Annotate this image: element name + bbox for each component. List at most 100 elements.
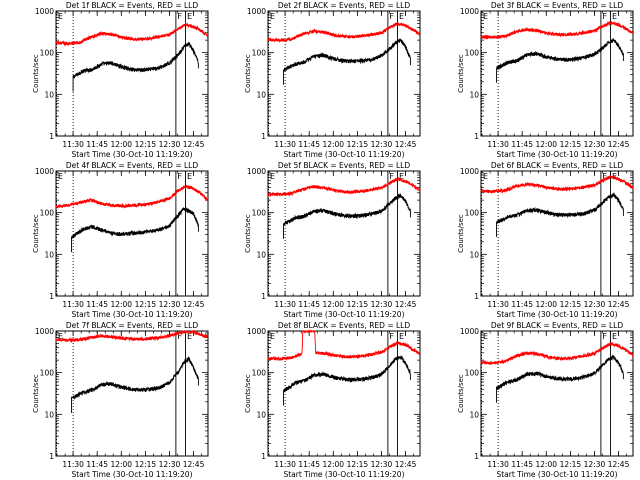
x-tick-label: 12:45 bbox=[183, 300, 205, 309]
chart-title: Det 3f BLACK = Events, RED = LLD bbox=[491, 1, 624, 10]
marker-label: E bbox=[612, 172, 617, 181]
x-tick-label: 11:45 bbox=[298, 300, 320, 309]
x-tick-label: 12:00 bbox=[535, 300, 557, 309]
x-tick-label: 12:45 bbox=[395, 460, 417, 469]
marker-label: E bbox=[399, 332, 404, 341]
y-tick-label: 100 bbox=[40, 49, 55, 58]
y-tick-label: 100 bbox=[465, 209, 480, 218]
chart-panel: Det 9f BLACK = Events, RED = LLD 1 10 100 10… bbox=[457, 321, 634, 479]
x-tick-label: 11:45 bbox=[511, 460, 533, 469]
y-tick-label: 10 bbox=[256, 410, 266, 419]
x-axis-label: Start Time (30-Oct-10 11:19:20) bbox=[71, 310, 192, 319]
y-tick-label: 10 bbox=[469, 250, 479, 259]
marker-label: E bbox=[187, 12, 192, 21]
x-tick-label: 11:45 bbox=[86, 140, 108, 149]
lld-series-line bbox=[480, 175, 634, 194]
x-tick-label: 12:45 bbox=[608, 300, 630, 309]
x-tick-label: 11:30 bbox=[274, 460, 296, 469]
x-tick-label: 12:15 bbox=[560, 140, 582, 149]
y-tick-label: 10 bbox=[44, 410, 54, 419]
x-tick-label: 12:30 bbox=[159, 140, 181, 149]
y-tick-label: 1000 bbox=[35, 327, 54, 336]
events-series-line bbox=[283, 355, 411, 406]
y-tick-label: 10 bbox=[469, 410, 479, 419]
y-tick-label: 1 bbox=[261, 132, 266, 141]
x-tick-label: 12:45 bbox=[395, 300, 417, 309]
chart-title: Det 1f BLACK = Events, RED = LLD bbox=[66, 1, 199, 10]
x-tick-label: 12:00 bbox=[322, 300, 344, 309]
y-tick-label: 10 bbox=[44, 250, 54, 259]
events-series-line bbox=[283, 38, 411, 85]
x-tick-label: 12:00 bbox=[535, 460, 557, 469]
marker-label: E bbox=[58, 172, 63, 181]
events-series-line bbox=[283, 193, 411, 239]
y-tick-label: 10 bbox=[256, 250, 266, 259]
x-tick-label: 12:15 bbox=[135, 300, 157, 309]
y-tick-label: 100 bbox=[252, 369, 267, 378]
chart-panel: Det 2f BLACK = Events, RED = LLD 1 10 100 10… bbox=[244, 1, 421, 159]
x-tick-label: 12:00 bbox=[110, 460, 132, 469]
chart-title: Det 6f BLACK = Events, RED = LLD bbox=[491, 161, 624, 170]
y-tick-label: 100 bbox=[40, 209, 55, 218]
x-axis-label: Start Time (30-Oct-10 11:19:20) bbox=[71, 470, 192, 479]
events-series-line bbox=[496, 354, 624, 403]
x-tick-label: 12:15 bbox=[347, 140, 369, 149]
x-tick-label: 12:00 bbox=[110, 300, 132, 309]
marker-label: F bbox=[177, 172, 182, 181]
marker-label: F bbox=[389, 172, 394, 181]
plot-frame bbox=[55, 170, 209, 297]
x-tick-label: 12:30 bbox=[371, 460, 393, 469]
marker-label: E bbox=[483, 172, 488, 181]
y-tick-label: 1000 bbox=[247, 7, 266, 16]
x-axis-label: Start Time (30-Oct-10 11:19:20) bbox=[496, 310, 617, 319]
x-tick-label: 11:45 bbox=[86, 300, 108, 309]
x-tick-label: 12:00 bbox=[322, 460, 344, 469]
marker-label: E bbox=[187, 172, 192, 181]
marker-label: F bbox=[177, 12, 182, 21]
marker-label: E bbox=[483, 332, 488, 341]
x-tick-label: 12:45 bbox=[183, 140, 205, 149]
events-series-line bbox=[496, 192, 624, 237]
plot-frame bbox=[267, 170, 421, 297]
y-tick-label: 10 bbox=[469, 90, 479, 99]
plot-frame bbox=[267, 10, 421, 137]
y-tick-label: 1 bbox=[474, 452, 479, 461]
plot-frame bbox=[480, 330, 634, 457]
marker-label: F bbox=[602, 172, 607, 181]
x-tick-label: 12:45 bbox=[608, 140, 630, 149]
y-axis-label: Counts/sec bbox=[244, 214, 252, 253]
y-axis-label: Counts/sec bbox=[32, 374, 40, 413]
y-tick-label: 1 bbox=[261, 292, 266, 301]
lld-series-line bbox=[55, 185, 209, 210]
marker-label: E bbox=[399, 12, 404, 21]
plot-frame bbox=[55, 10, 209, 137]
y-tick-label: 100 bbox=[40, 369, 55, 378]
y-tick-label: 10 bbox=[256, 90, 266, 99]
marker-label: F bbox=[389, 12, 394, 21]
chart-title: Det 9f BLACK = Events, RED = LLD bbox=[491, 321, 624, 330]
y-tick-label: 10 bbox=[44, 90, 54, 99]
chart-panel: Det 4f BLACK = Events, RED = LLD 1 10 100 10… bbox=[32, 161, 209, 319]
lld-series-line bbox=[480, 21, 634, 40]
marker-label: F bbox=[389, 332, 394, 341]
y-tick-label: 1000 bbox=[35, 7, 54, 16]
y-tick-label: 1000 bbox=[460, 7, 479, 16]
chart-title: Det 8f BLACK = Events, RED = LLD bbox=[278, 321, 411, 330]
chart-title: Det 7f BLACK = Events, RED = LLD bbox=[66, 321, 199, 330]
marker-label: E bbox=[399, 172, 404, 181]
marker-label: E bbox=[270, 12, 275, 21]
y-axis-label: Counts/sec bbox=[457, 214, 465, 253]
x-axis-label: Start Time (30-Oct-10 11:19:20) bbox=[283, 150, 404, 159]
x-axis-label: Start Time (30-Oct-10 11:19:20) bbox=[283, 470, 404, 479]
events-series-line bbox=[72, 41, 199, 92]
x-axis-label: Start Time (30-Oct-10 11:19:20) bbox=[283, 310, 404, 319]
chart-panel: Det 7f BLACK = Events, RED = LLD 1 10 100 10… bbox=[32, 321, 209, 479]
lld-series-line bbox=[480, 341, 634, 366]
x-tick-label: 11:30 bbox=[487, 140, 509, 149]
x-tick-label: 12:15 bbox=[347, 460, 369, 469]
chart-title: Det 2f BLACK = Events, RED = LLD bbox=[278, 1, 411, 10]
marker-label: F bbox=[602, 332, 607, 341]
marker-label: F bbox=[602, 12, 607, 21]
x-tick-label: 12:30 bbox=[159, 300, 181, 309]
y-tick-label: 100 bbox=[465, 49, 480, 58]
